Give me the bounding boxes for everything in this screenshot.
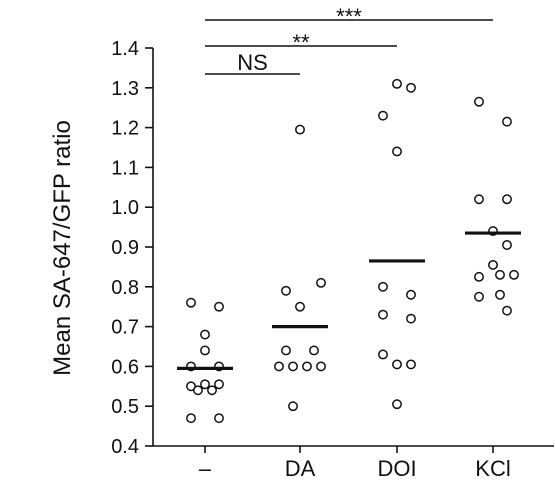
y-tick-label: 1.2 xyxy=(111,118,139,140)
data-point xyxy=(378,110,388,121)
data-point xyxy=(288,361,298,372)
data-point xyxy=(474,96,484,107)
data-point xyxy=(502,305,512,316)
data-point xyxy=(309,345,319,356)
data-point xyxy=(406,359,416,370)
data-point xyxy=(474,291,484,302)
y-ticks: 0.4 0.5 0.6 0.7 0.8 0.9 1.0 1.1 1.2 1.3 1.4 xyxy=(111,38,153,458)
data-points xyxy=(186,78,519,424)
significance-label: NS xyxy=(237,50,268,75)
x-tick-label: DA xyxy=(285,456,316,481)
y-tick-label: 1.4 xyxy=(111,38,139,60)
data-point xyxy=(281,345,291,356)
data-point xyxy=(214,413,224,424)
data-point xyxy=(474,271,484,282)
data-point xyxy=(406,313,416,324)
data-point xyxy=(406,82,416,93)
significance-label: *** xyxy=(336,4,362,29)
data-point xyxy=(495,289,505,300)
x-ticks: – DA DOI KCl xyxy=(199,446,511,481)
y-tick-label: 1.3 xyxy=(111,78,139,100)
data-point xyxy=(378,309,388,320)
data-point xyxy=(378,281,388,292)
data-point xyxy=(295,301,305,312)
data-point xyxy=(214,301,224,312)
data-point xyxy=(488,259,498,270)
data-point xyxy=(288,401,298,412)
significance-brackets: NS***** xyxy=(205,4,493,75)
y-tick-label: 0.8 xyxy=(111,277,139,299)
data-point xyxy=(302,361,312,372)
data-point xyxy=(392,359,402,370)
y-tick-label: 0.9 xyxy=(111,237,139,259)
data-point xyxy=(316,361,326,372)
data-point xyxy=(495,269,505,280)
significance-label: ** xyxy=(292,30,310,55)
y-tick-label: 0.4 xyxy=(111,436,139,458)
mean-bars xyxy=(177,231,521,370)
data-point xyxy=(281,285,291,296)
y-tick-label: 1.0 xyxy=(111,197,139,219)
x-tick-label: – xyxy=(199,456,212,481)
data-point xyxy=(214,379,224,390)
y-tick-label: 0.5 xyxy=(111,396,139,418)
data-point xyxy=(392,78,402,89)
x-tick-label: KCl xyxy=(475,456,510,481)
data-point xyxy=(392,399,402,410)
data-point xyxy=(186,413,196,424)
data-point xyxy=(316,277,326,288)
x-tick-label: DOI xyxy=(377,456,416,481)
y-tick-label: 1.1 xyxy=(111,157,139,179)
data-point xyxy=(502,116,512,127)
data-point xyxy=(200,329,210,340)
y-axis-title: Mean SA-647/GFP ratio xyxy=(49,120,76,376)
data-point xyxy=(200,379,210,390)
data-point xyxy=(392,146,402,157)
data-point xyxy=(502,240,512,250)
data-point xyxy=(193,385,203,396)
y-tick-label: 0.7 xyxy=(111,317,139,339)
data-point xyxy=(207,385,217,396)
data-point xyxy=(474,194,484,205)
data-point xyxy=(200,345,210,356)
y-tick-label: 0.6 xyxy=(111,356,139,378)
data-point xyxy=(295,124,305,135)
data-point xyxy=(406,289,416,300)
data-point xyxy=(274,361,284,372)
data-point xyxy=(509,269,519,280)
data-point xyxy=(378,349,388,360)
data-point xyxy=(186,297,196,308)
data-point xyxy=(502,194,512,205)
